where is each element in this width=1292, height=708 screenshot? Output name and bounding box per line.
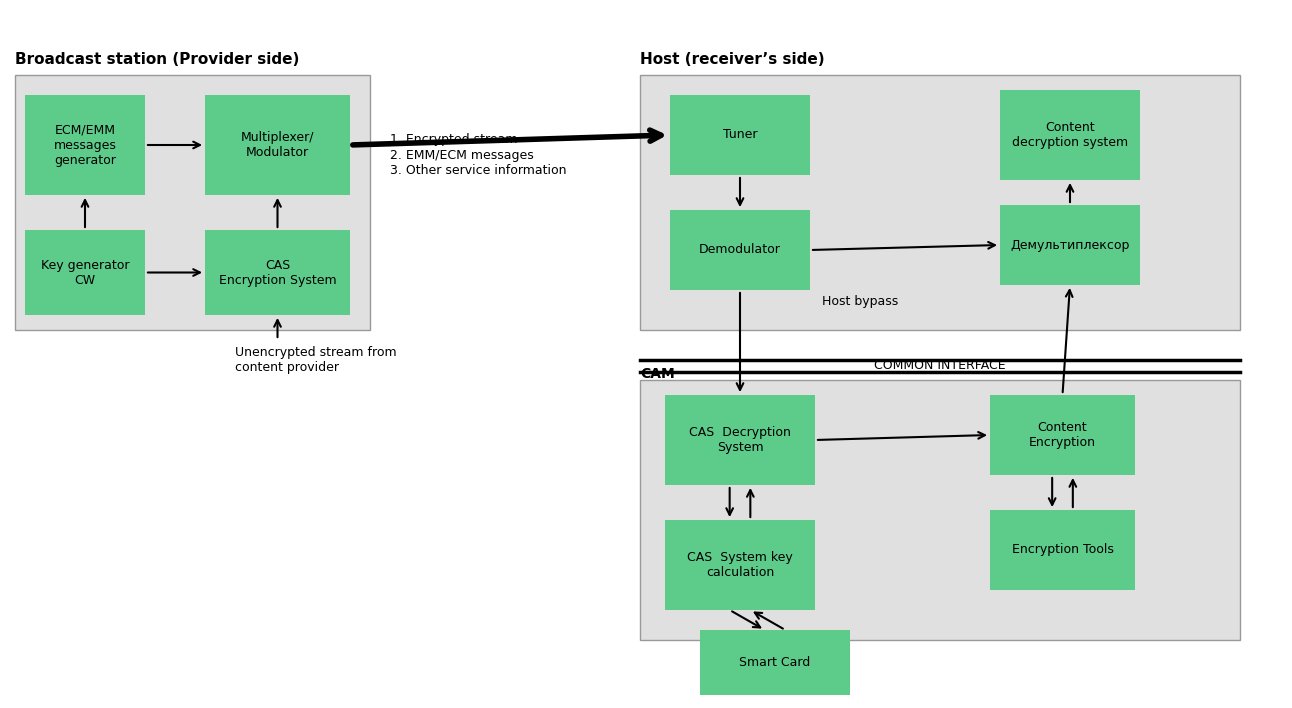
FancyBboxPatch shape: [700, 630, 850, 695]
Text: Content
Encryption: Content Encryption: [1028, 421, 1096, 449]
Text: Demodulator: Demodulator: [699, 244, 780, 256]
FancyBboxPatch shape: [671, 95, 810, 175]
FancyBboxPatch shape: [205, 95, 350, 195]
Text: CAS  System key
calculation: CAS System key calculation: [687, 551, 793, 579]
Text: Host (receiver’s side): Host (receiver’s side): [640, 52, 824, 67]
Text: Tuner: Tuner: [722, 128, 757, 142]
FancyBboxPatch shape: [665, 520, 815, 610]
FancyBboxPatch shape: [1000, 90, 1140, 180]
FancyBboxPatch shape: [1000, 205, 1140, 285]
FancyBboxPatch shape: [25, 230, 145, 315]
FancyBboxPatch shape: [205, 230, 350, 315]
FancyBboxPatch shape: [990, 395, 1134, 475]
FancyBboxPatch shape: [25, 95, 145, 195]
Text: Content
decryption system: Content decryption system: [1012, 121, 1128, 149]
Text: Multiplexer/
Modulator: Multiplexer/ Modulator: [240, 131, 314, 159]
Text: Unencrypted stream from
content provider: Unencrypted stream from content provider: [235, 346, 397, 374]
Text: CAS  Decryption
System: CAS Decryption System: [689, 426, 791, 454]
Text: 1. Encrypted stream
2. EMM/ECM messages
3. Other service information: 1. Encrypted stream 2. EMM/ECM messages …: [390, 134, 566, 176]
Text: ECM/EMM
messages
generator: ECM/EMM messages generator: [53, 123, 116, 166]
Text: CAM: CAM: [640, 367, 674, 381]
FancyBboxPatch shape: [990, 510, 1134, 590]
FancyBboxPatch shape: [640, 75, 1240, 330]
Text: Демультиплексор: Демультиплексор: [1010, 239, 1129, 251]
FancyBboxPatch shape: [640, 380, 1240, 640]
FancyBboxPatch shape: [671, 210, 810, 290]
FancyBboxPatch shape: [16, 75, 370, 330]
Text: Host bypass: Host bypass: [822, 295, 898, 309]
Text: Encryption Tools: Encryption Tools: [1012, 544, 1114, 556]
Text: CAS
Encryption System: CAS Encryption System: [218, 258, 336, 287]
Text: COMMON INTERFACE: COMMON INTERFACE: [875, 360, 1005, 372]
FancyBboxPatch shape: [665, 395, 815, 485]
Text: Broadcast station (Provider side): Broadcast station (Provider side): [16, 52, 300, 67]
Text: Smart Card: Smart Card: [739, 656, 810, 669]
Text: Key generator
CW: Key generator CW: [41, 258, 129, 287]
